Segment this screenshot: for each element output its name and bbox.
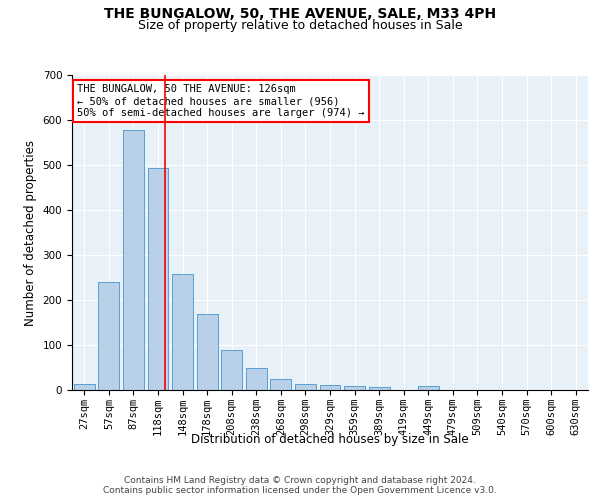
Bar — [295, 384, 316, 390]
Bar — [320, 385, 340, 390]
Text: Size of property relative to detached houses in Sale: Size of property relative to detached ho… — [137, 19, 463, 32]
Text: THE BUNGALOW, 50 THE AVENUE: 126sqm
← 50% of detached houses are smaller (956)
5: THE BUNGALOW, 50 THE AVENUE: 126sqm ← 50… — [77, 84, 365, 117]
Bar — [123, 130, 144, 390]
Bar — [172, 274, 193, 390]
Bar — [148, 168, 169, 390]
Bar — [74, 384, 95, 390]
Y-axis label: Number of detached properties: Number of detached properties — [24, 140, 37, 326]
Bar — [246, 368, 267, 390]
Bar — [368, 388, 389, 390]
Text: Contains HM Land Registry data © Crown copyright and database right 2024.
Contai: Contains HM Land Registry data © Crown c… — [103, 476, 497, 495]
Bar — [271, 379, 292, 390]
Bar — [221, 350, 242, 390]
Bar — [344, 386, 365, 390]
Bar — [197, 314, 218, 390]
Bar — [98, 282, 119, 390]
Text: Distribution of detached houses by size in Sale: Distribution of detached houses by size … — [191, 432, 469, 446]
Text: THE BUNGALOW, 50, THE AVENUE, SALE, M33 4PH: THE BUNGALOW, 50, THE AVENUE, SALE, M33 … — [104, 8, 496, 22]
Bar — [418, 386, 439, 390]
